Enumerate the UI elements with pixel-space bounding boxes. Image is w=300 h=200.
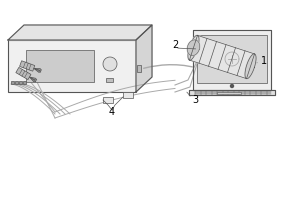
Polygon shape <box>34 68 41 72</box>
FancyBboxPatch shape <box>123 92 133 98</box>
Text: 1: 1 <box>260 56 267 66</box>
FancyBboxPatch shape <box>11 81 14 84</box>
Polygon shape <box>190 35 254 79</box>
FancyBboxPatch shape <box>106 78 113 82</box>
Polygon shape <box>245 54 256 79</box>
Polygon shape <box>20 61 35 71</box>
FancyBboxPatch shape <box>26 50 94 82</box>
Polygon shape <box>8 25 152 40</box>
Polygon shape <box>187 40 200 56</box>
Text: 4: 4 <box>109 107 115 117</box>
FancyBboxPatch shape <box>137 65 141 72</box>
Circle shape <box>230 84 233 88</box>
Polygon shape <box>29 77 37 80</box>
Polygon shape <box>189 90 275 95</box>
FancyBboxPatch shape <box>197 35 267 83</box>
Polygon shape <box>34 68 42 70</box>
Polygon shape <box>16 67 31 80</box>
FancyBboxPatch shape <box>217 92 241 94</box>
FancyBboxPatch shape <box>8 40 136 92</box>
Text: 3: 3 <box>192 95 198 105</box>
Text: 2: 2 <box>172 40 178 50</box>
Polygon shape <box>136 25 152 92</box>
Polygon shape <box>188 35 199 60</box>
FancyBboxPatch shape <box>19 81 22 84</box>
FancyBboxPatch shape <box>22 81 26 84</box>
Circle shape <box>103 57 117 71</box>
Polygon shape <box>193 30 271 90</box>
FancyBboxPatch shape <box>14 81 17 84</box>
FancyBboxPatch shape <box>103 97 113 103</box>
Polygon shape <box>29 77 36 82</box>
